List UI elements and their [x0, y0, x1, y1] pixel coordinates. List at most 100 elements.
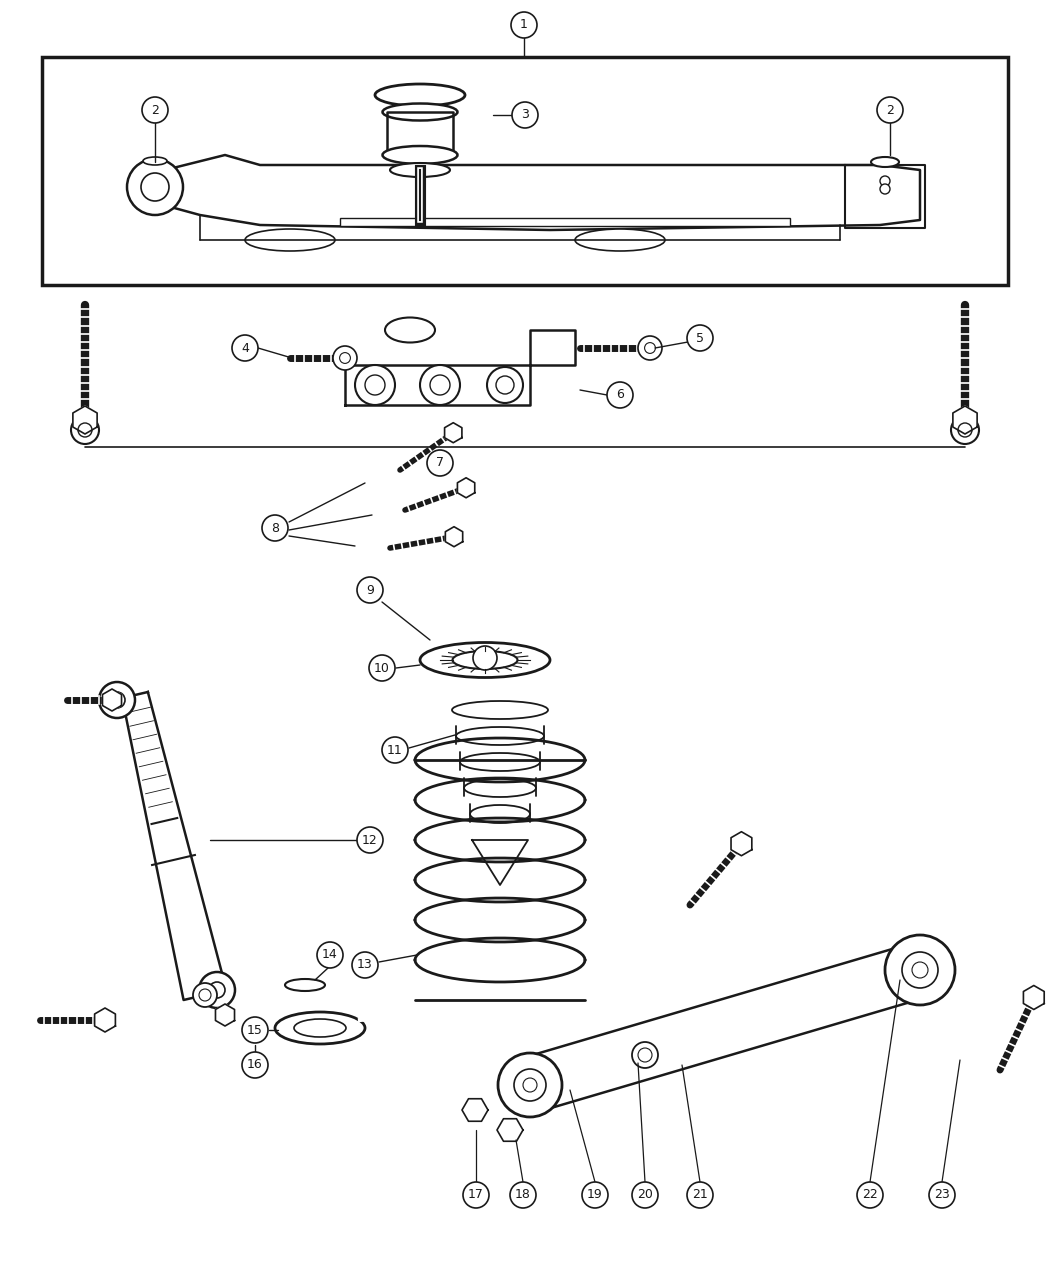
Ellipse shape — [375, 84, 465, 106]
Circle shape — [242, 1052, 268, 1077]
Polygon shape — [458, 478, 475, 497]
Circle shape — [687, 325, 713, 351]
Text: 15: 15 — [247, 1024, 262, 1037]
Polygon shape — [731, 831, 752, 856]
Circle shape — [420, 365, 460, 405]
Circle shape — [638, 337, 662, 360]
Text: 12: 12 — [362, 834, 378, 847]
Circle shape — [193, 983, 217, 1007]
Circle shape — [929, 1182, 956, 1207]
Polygon shape — [444, 423, 462, 442]
Text: 18: 18 — [516, 1188, 531, 1201]
Polygon shape — [472, 840, 528, 885]
Circle shape — [607, 382, 633, 408]
Polygon shape — [103, 688, 122, 711]
Ellipse shape — [382, 103, 458, 121]
Text: 7: 7 — [436, 456, 444, 469]
Polygon shape — [215, 1003, 234, 1026]
Text: 5: 5 — [696, 332, 704, 344]
Text: 10: 10 — [374, 662, 390, 674]
Ellipse shape — [456, 727, 544, 745]
Ellipse shape — [453, 652, 518, 669]
Polygon shape — [387, 112, 453, 156]
Circle shape — [382, 737, 408, 762]
Circle shape — [99, 682, 135, 718]
Text: 16: 16 — [247, 1058, 262, 1071]
Polygon shape — [497, 1118, 523, 1141]
Polygon shape — [72, 405, 97, 434]
Bar — [340, 218, 790, 226]
Circle shape — [127, 159, 183, 215]
Circle shape — [885, 935, 956, 1005]
Circle shape — [632, 1042, 658, 1068]
Text: 6: 6 — [616, 389, 624, 402]
Ellipse shape — [452, 701, 548, 719]
Circle shape — [880, 176, 890, 186]
Circle shape — [357, 578, 383, 603]
Text: 13: 13 — [357, 959, 373, 972]
Circle shape — [357, 827, 383, 853]
Circle shape — [262, 515, 288, 541]
Circle shape — [498, 1053, 562, 1117]
Text: 20: 20 — [637, 1188, 653, 1201]
Circle shape — [880, 184, 890, 194]
Ellipse shape — [470, 805, 530, 822]
Polygon shape — [94, 1009, 116, 1031]
Circle shape — [232, 335, 258, 361]
Ellipse shape — [382, 147, 458, 164]
Text: 17: 17 — [468, 1188, 484, 1201]
Circle shape — [200, 972, 235, 1009]
Circle shape — [369, 655, 395, 681]
Circle shape — [355, 365, 395, 405]
Ellipse shape — [464, 779, 536, 797]
Polygon shape — [145, 156, 920, 229]
Text: 21: 21 — [692, 1188, 708, 1201]
Ellipse shape — [143, 157, 167, 164]
Circle shape — [317, 942, 343, 968]
Circle shape — [510, 1182, 536, 1207]
Polygon shape — [953, 405, 978, 434]
Text: 1: 1 — [520, 19, 528, 32]
Circle shape — [242, 1017, 268, 1043]
Text: 2: 2 — [151, 103, 159, 116]
Text: 4: 4 — [242, 342, 249, 354]
Circle shape — [427, 450, 453, 476]
Circle shape — [951, 416, 979, 444]
Circle shape — [687, 1182, 713, 1207]
Polygon shape — [1024, 986, 1044, 1010]
Circle shape — [632, 1182, 658, 1207]
Text: 3: 3 — [521, 108, 529, 121]
Circle shape — [857, 1182, 883, 1207]
Circle shape — [511, 11, 537, 38]
Ellipse shape — [575, 230, 665, 251]
Circle shape — [71, 416, 99, 444]
Polygon shape — [522, 944, 928, 1112]
Circle shape — [487, 367, 523, 403]
Polygon shape — [122, 692, 227, 1000]
Ellipse shape — [390, 163, 450, 177]
Circle shape — [352, 952, 378, 978]
Ellipse shape — [245, 230, 335, 251]
Text: 11: 11 — [387, 743, 403, 756]
Ellipse shape — [460, 754, 540, 771]
Text: 22: 22 — [862, 1188, 878, 1201]
Text: 9: 9 — [366, 584, 374, 597]
Text: 8: 8 — [271, 521, 279, 534]
Ellipse shape — [420, 643, 550, 677]
Circle shape — [333, 346, 357, 370]
Circle shape — [512, 102, 538, 128]
Ellipse shape — [872, 157, 899, 167]
Circle shape — [463, 1182, 489, 1207]
Polygon shape — [462, 1099, 488, 1121]
Bar — [42, 57, 1008, 286]
Polygon shape — [845, 164, 925, 228]
Polygon shape — [445, 527, 463, 547]
Circle shape — [142, 97, 168, 122]
Text: 19: 19 — [587, 1188, 603, 1201]
Ellipse shape — [385, 317, 435, 343]
Text: 14: 14 — [322, 949, 338, 961]
Circle shape — [877, 97, 903, 122]
Text: 23: 23 — [934, 1188, 950, 1201]
Circle shape — [582, 1182, 608, 1207]
Text: 2: 2 — [886, 103, 894, 116]
